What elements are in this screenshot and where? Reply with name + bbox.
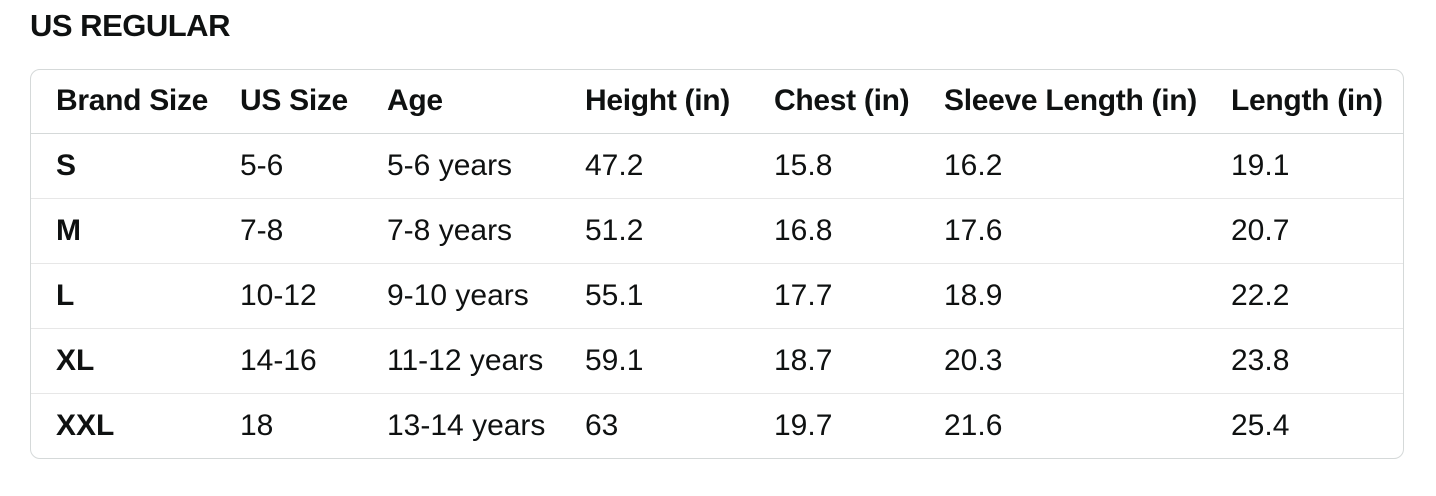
cell-us-size: 5-6 <box>215 133 362 199</box>
cell-brand-size: M <box>31 198 215 264</box>
size-chart-panel: Brand Size US Size Age Height (in) Chest… <box>30 69 1404 459</box>
col-header-height: Height (in) <box>560 70 749 134</box>
table-row-s: S 5-6 5-6 years 47.2 15.8 16.2 19.1 <box>31 133 1403 199</box>
size-chart-table: Brand Size US Size Age Height (in) Chest… <box>31 70 1403 458</box>
cell-age: 11-12 years <box>362 328 560 394</box>
table-row-xl: XL 14-16 11-12 years 59.1 18.7 20.3 23.8 <box>31 328 1403 394</box>
table-row-l: L 10-12 9-10 years 55.1 17.7 18.9 22.2 <box>31 263 1403 329</box>
page-title: US REGULAR <box>30 8 230 43</box>
col-header-brand-size: Brand Size <box>31 70 215 134</box>
cell-chest: 18.7 <box>749 328 919 394</box>
cell-brand-size: L <box>31 263 215 329</box>
col-header-length: Length (in) <box>1206 70 1403 134</box>
cell-length: 19.1 <box>1206 133 1403 199</box>
cell-us-size: 18 <box>240 408 274 442</box>
cell-age: 9-10 years <box>362 263 560 329</box>
cell-height: 47.2 <box>560 133 749 199</box>
cell-brand-size: S <box>31 133 215 199</box>
col-header-sleeve-length: Sleeve Length (in) <box>919 70 1206 134</box>
cell-length: 20.7 <box>1206 198 1403 264</box>
cell-length: 22.2 <box>1206 263 1403 329</box>
cell-sleeve-length: 18.9 <box>919 263 1206 329</box>
cell-chest: 15.8 <box>749 133 919 199</box>
cell-height: 63 <box>585 408 619 442</box>
cell-us-size: 14-16 <box>215 328 362 394</box>
header-row: Brand Size US Size Age Height (in) Chest… <box>31 70 1403 134</box>
cell-us-size: 10-12 <box>215 263 362 329</box>
cell-sleeve-length: 16.2 <box>919 133 1206 199</box>
cell-age: 5-6 years <box>362 133 560 199</box>
table-row-m: M 7-8 7-8 years 51.2 16.8 17.6 20.7 <box>31 198 1403 264</box>
cell-age: 7-8 years <box>362 198 560 264</box>
cell-sleeve-length: 17.6 <box>919 198 1206 264</box>
cell-brand-size: XXL <box>56 408 115 442</box>
cell-sleeve-length: 20.3 <box>919 328 1206 394</box>
cell-height: 59.1 <box>560 328 749 394</box>
cell-chest: 19.7 <box>774 408 833 442</box>
col-header-chest: Chest (in) <box>749 70 919 134</box>
cell-height: 51.2 <box>560 198 749 264</box>
cell-height: 55.1 <box>560 263 749 329</box>
col-header-us-size: US Size <box>215 70 362 134</box>
col-header-age: Age <box>362 70 560 134</box>
cell-length: 23.8 <box>1206 328 1403 394</box>
cell-age: 13-14 years <box>387 408 546 442</box>
table-row-xxl: XXL 18 13-14 years 63 19.7 21.6 25.4 <box>31 393 1403 458</box>
cell-brand-size: XL <box>31 328 215 394</box>
cell-chest: 16.8 <box>749 198 919 264</box>
cell-us-size: 7-8 <box>215 198 362 264</box>
cell-sleeve-length: 21.6 <box>944 408 1003 442</box>
cell-length: 25.4 <box>1231 408 1290 442</box>
cell-chest: 17.7 <box>749 263 919 329</box>
